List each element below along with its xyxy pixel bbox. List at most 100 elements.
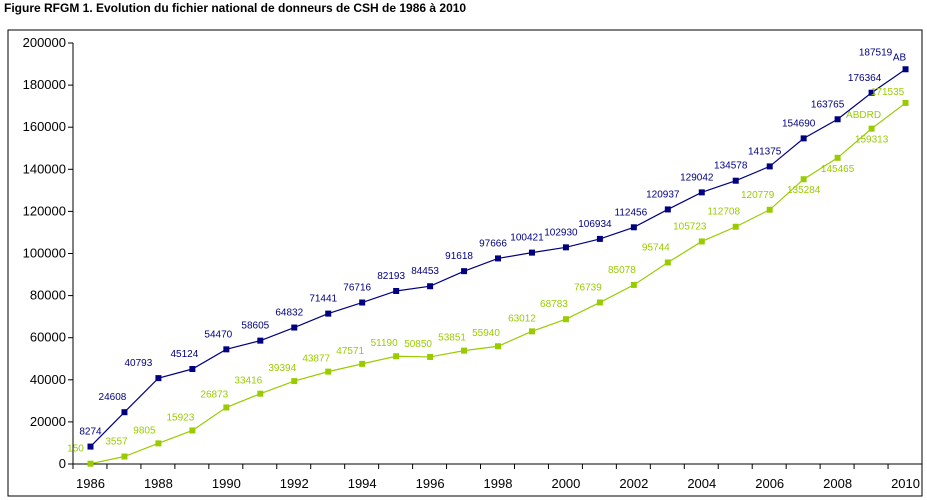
data-point [902,99,909,106]
data-label: 33416 [234,376,262,387]
data-label: 145465 [821,164,855,175]
y-tick-label: 120000 [23,203,66,218]
data-label: 82193 [377,271,405,282]
data-label: 97666 [479,238,507,249]
data-label: 68783 [540,299,568,310]
data-point [427,283,434,290]
data-point [698,189,705,196]
data-label: 102930 [544,227,578,238]
data-point [596,299,603,306]
x-tick-label: 1988 [144,476,173,491]
data-label: 64832 [275,308,303,319]
data-label: 39394 [268,363,296,374]
data-point [291,378,298,385]
data-point [461,268,468,275]
x-tick-label: 2000 [551,476,580,491]
data-label: 55940 [472,328,500,339]
data-label: 154690 [782,118,816,129]
data-point [359,299,366,306]
data-point [800,135,807,142]
data-label: 58605 [241,321,269,332]
data-label: 76739 [574,282,602,293]
data-label: 15923 [166,412,194,423]
x-tick-label: 2002 [619,476,648,491]
data-label: 112708 [707,207,740,218]
data-point [189,427,196,434]
data-point [800,176,807,183]
data-label: 129042 [680,172,714,183]
data-label: 9805 [133,425,156,436]
y-tick-label: 140000 [23,161,66,176]
data-point [562,316,569,323]
data-label: 47571 [336,346,364,357]
data-point [834,116,841,123]
x-tick-label: 1990 [212,476,241,491]
data-point [393,353,400,360]
data-point [630,281,637,288]
data-label: 163765 [811,99,845,110]
data-label: 24608 [99,392,127,403]
data-label: 120779 [741,190,775,201]
x-tick-label: 2006 [755,476,784,491]
data-point [461,347,468,354]
y-tick-label: 40000 [30,372,66,387]
data-point [155,440,162,447]
data-point [562,244,569,251]
series-name-label: ABDRD [846,110,881,121]
data-point [596,235,603,242]
data-label: 84453 [411,266,439,277]
y-tick-label: 60000 [30,330,66,345]
data-point [359,360,366,367]
data-point [87,443,94,450]
data-point [902,66,909,73]
data-point [664,259,671,266]
x-tick-label: 2004 [687,476,716,491]
data-label: 187519 [859,47,893,58]
data-point [223,404,230,411]
data-label: 120937 [646,189,680,200]
data-labels-layer: 8274 24608 40793 45124 54470 58605 64832 71441 7… [67,47,906,454]
data-point [528,249,535,256]
x-tick-label: 1994 [348,476,377,491]
data-point [766,163,773,170]
x-tick-label: 1992 [280,476,309,491]
data-label: 100421 [510,233,544,244]
data-point [393,287,400,294]
data-point [528,328,535,335]
data-label: 51190 [371,338,399,349]
data-point [325,310,332,317]
data-point [121,409,128,416]
data-point [291,324,298,331]
data-point [732,177,739,184]
x-tick-label: 2008 [823,476,852,491]
data-label: 134578 [714,161,748,172]
data-point [155,375,162,382]
data-point [87,460,94,467]
data-point [189,366,196,373]
x-tick-label: 1986 [76,476,105,491]
data-label: 54470 [204,329,232,340]
data-label: 71441 [309,294,337,305]
data-label: 95744 [642,242,670,253]
data-point [834,154,841,161]
y-tick-label: 20000 [30,414,66,429]
data-point [732,223,739,230]
data-label: 45124 [170,349,198,360]
data-label: 171535 [871,87,905,98]
x-tick-label: 2010 [891,476,920,491]
axes: 0 20000 40000 60000 80000 100000 120000 140000 1… [23,35,923,491]
data-label: 53851 [438,333,466,344]
y-tick-label: 180000 [23,77,66,92]
data-label: 91618 [445,251,473,262]
series-name-label: AB [893,52,907,63]
data-point [868,89,875,96]
data-label: 63012 [508,313,536,324]
data-label: 3557 [105,437,128,448]
data-point [664,206,671,213]
y-tick-label: 100000 [23,246,66,261]
data-point [223,346,230,353]
series-layer [87,66,909,467]
data-label: 105723 [673,221,707,232]
data-point [698,238,705,245]
